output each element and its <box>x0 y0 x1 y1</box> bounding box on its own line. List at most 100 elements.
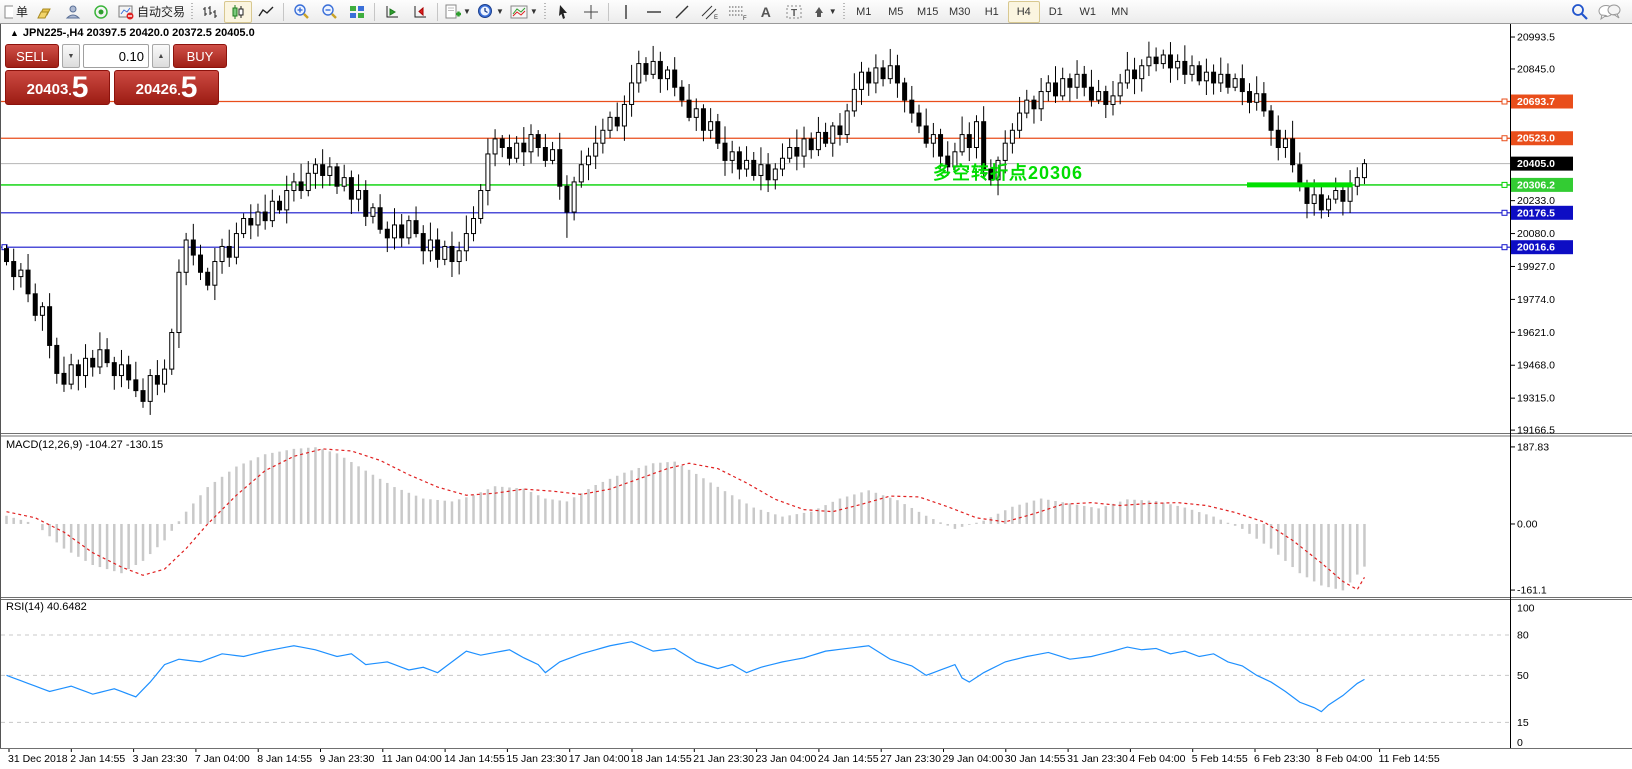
time-axis-label: 7 Jan 04:00 <box>195 753 250 765</box>
chart-shift-button[interactable] <box>406 1 434 23</box>
volume-increase-button[interactable]: ▲ <box>152 44 170 68</box>
price-tick-label: 19774.0 <box>1517 294 1555 306</box>
bar-chart-button[interactable] <box>196 1 224 23</box>
volume-decrease-button[interactable]: ▼ <box>62 44 80 68</box>
toolbar-grip-3[interactable] <box>841 2 846 21</box>
price-tick-label: 19621.0 <box>1517 327 1555 339</box>
time-axis-label: 29 Jan 04:00 <box>943 753 1004 765</box>
level-price-badge <box>1511 131 1573 146</box>
cursor-icon <box>558 4 567 19</box>
line-chart-button[interactable] <box>252 1 280 23</box>
channel-glyph: E <box>714 15 718 20</box>
templates-caret: ▼ <box>529 7 538 16</box>
time-axis-label: 31 Dec 2018 <box>8 753 68 765</box>
current-price-badge-text: 20405.0 <box>1517 158 1555 170</box>
candles <box>4 41 1367 415</box>
timeframe-M5[interactable]: M5 <box>888 5 904 18</box>
collapse-panel-icon[interactable]: ▲ <box>10 28 19 38</box>
timeframe-H1[interactable]: H1 <box>984 5 999 18</box>
level-line-handle[interactable] <box>1501 135 1508 142</box>
chat-button[interactable] <box>1594 1 1624 23</box>
time-axis-label: 8 Jan 14:55 <box>257 753 312 765</box>
price-tick-label: 19468.0 <box>1517 360 1555 372</box>
timeframe-M30[interactable]: M30 <box>949 5 971 18</box>
candlestick-chart-icon <box>232 4 244 19</box>
tile-windows-button[interactable] <box>343 1 371 23</box>
level-line-handle[interactable] <box>1501 209 1508 216</box>
horizontal-line-icon <box>646 10 661 13</box>
arrows-tool-button[interactable]: ▼ <box>808 1 840 23</box>
macd-pane <box>5 447 1366 591</box>
crosshair-button[interactable] <box>577 1 605 23</box>
new-order-button[interactable]: 单 <box>0 1 31 23</box>
time-axis <box>8 749 1381 752</box>
level-line-handle[interactable] <box>1501 244 1508 251</box>
level-line-handle[interactable] <box>1501 98 1508 105</box>
horizontal-line-button[interactable] <box>640 1 668 23</box>
equidistant-channel-button[interactable]: E <box>696 1 724 23</box>
autotrade-button[interactable]: 自动交易 <box>115 1 188 23</box>
timeframe-D1[interactable]: D1 <box>1048 5 1063 18</box>
rsi-tick-label: 0 <box>1517 737 1523 749</box>
level-price-badge <box>1511 177 1573 192</box>
buy-price-button[interactable]: 20426. 5 <box>114 70 219 105</box>
timeframe-H4[interactable]: H4 <box>1007 0 1040 23</box>
timeframe-M1[interactable]: M1 <box>856 5 872 18</box>
rsi-label: RSI(14) 40.6482 <box>6 601 87 613</box>
price-tick-label: 20993.5 <box>1517 32 1555 44</box>
fibonacci-button[interactable]: F <box>724 1 752 23</box>
candlestick-chart-button[interactable] <box>224 0 253 23</box>
time-axis-label: 24 Jan 14:55 <box>818 753 879 765</box>
zoom-in-button[interactable] <box>287 1 315 23</box>
rsi-line <box>6 641 1365 713</box>
time-axis-label: 2 Jan 14:55 <box>70 753 125 765</box>
signal-icon <box>94 4 108 19</box>
chart-shift-icon <box>414 5 427 17</box>
time-axis-label: 30 Jan 14:55 <box>1005 753 1066 765</box>
chart-annotation[interactable]: 多空转折点20306 <box>933 163 1084 183</box>
level-line-handle[interactable] <box>1501 181 1508 188</box>
autotrade-icon <box>118 5 134 19</box>
search-button[interactable] <box>1566 1 1594 23</box>
time-axis-label: 11 Jan 04:00 <box>382 753 442 765</box>
trendline-button[interactable] <box>668 1 696 23</box>
cursor-button[interactable] <box>549 1 577 23</box>
buy-button[interactable]: BUY <box>173 44 227 68</box>
sell-button[interactable]: SELL <box>5 44 59 68</box>
level-price-badge-text: 20176.5 <box>1517 207 1555 219</box>
volume-input[interactable] <box>83 44 149 68</box>
timeframe-W1[interactable]: W1 <box>1079 5 1096 18</box>
community-user-icon <box>65 5 81 18</box>
chat-bubbles-icon <box>1598 4 1621 20</box>
toolbar-grip[interactable] <box>190 2 195 21</box>
timeframe-MN[interactable]: MN <box>1111 5 1129 18</box>
templates-button[interactable]: ▼ <box>507 1 541 23</box>
one-click-trading-panel: SELL ▼ ▲ BUY 20403.5 20426.5 <box>5 44 227 105</box>
community-button[interactable] <box>59 1 87 23</box>
sell-price-button[interactable]: 20403. 5 <box>5 70 110 105</box>
trendline-icon <box>675 5 689 18</box>
macd-signal-line <box>6 448 1365 591</box>
rsi-level-label: 15 <box>1517 717 1529 729</box>
vertical-line-icon <box>625 4 627 19</box>
indicators-button[interactable]: ▼ <box>441 1 474 23</box>
price-tick-label: 19315.0 <box>1517 393 1555 405</box>
time-axis-label: 8 Feb 04:00 <box>1316 753 1372 765</box>
timeframe-M15[interactable]: M15 <box>917 5 939 18</box>
zoom-out-icon <box>321 4 337 19</box>
new-order-icon <box>4 5 13 18</box>
time-axis-label: 23 Jan 04:00 <box>756 753 817 765</box>
signals-button[interactable] <box>87 1 115 23</box>
text-label-button[interactable]: T <box>780 1 808 23</box>
auto-scroll-button[interactable] <box>378 1 406 23</box>
toolbar-grip-2[interactable] <box>542 2 547 21</box>
market-watch-button[interactable] <box>31 1 59 23</box>
vertical-line-button[interactable] <box>612 1 640 23</box>
zoom-out-button[interactable] <box>315 1 343 23</box>
text-tool-button[interactable]: A <box>752 1 780 23</box>
price-tick-label: 20080.0 <box>1517 228 1555 240</box>
line-chart-icon <box>258 6 274 16</box>
periods-button[interactable]: ▼ <box>474 1 507 23</box>
sell-price-int: 20403 <box>26 81 69 98</box>
